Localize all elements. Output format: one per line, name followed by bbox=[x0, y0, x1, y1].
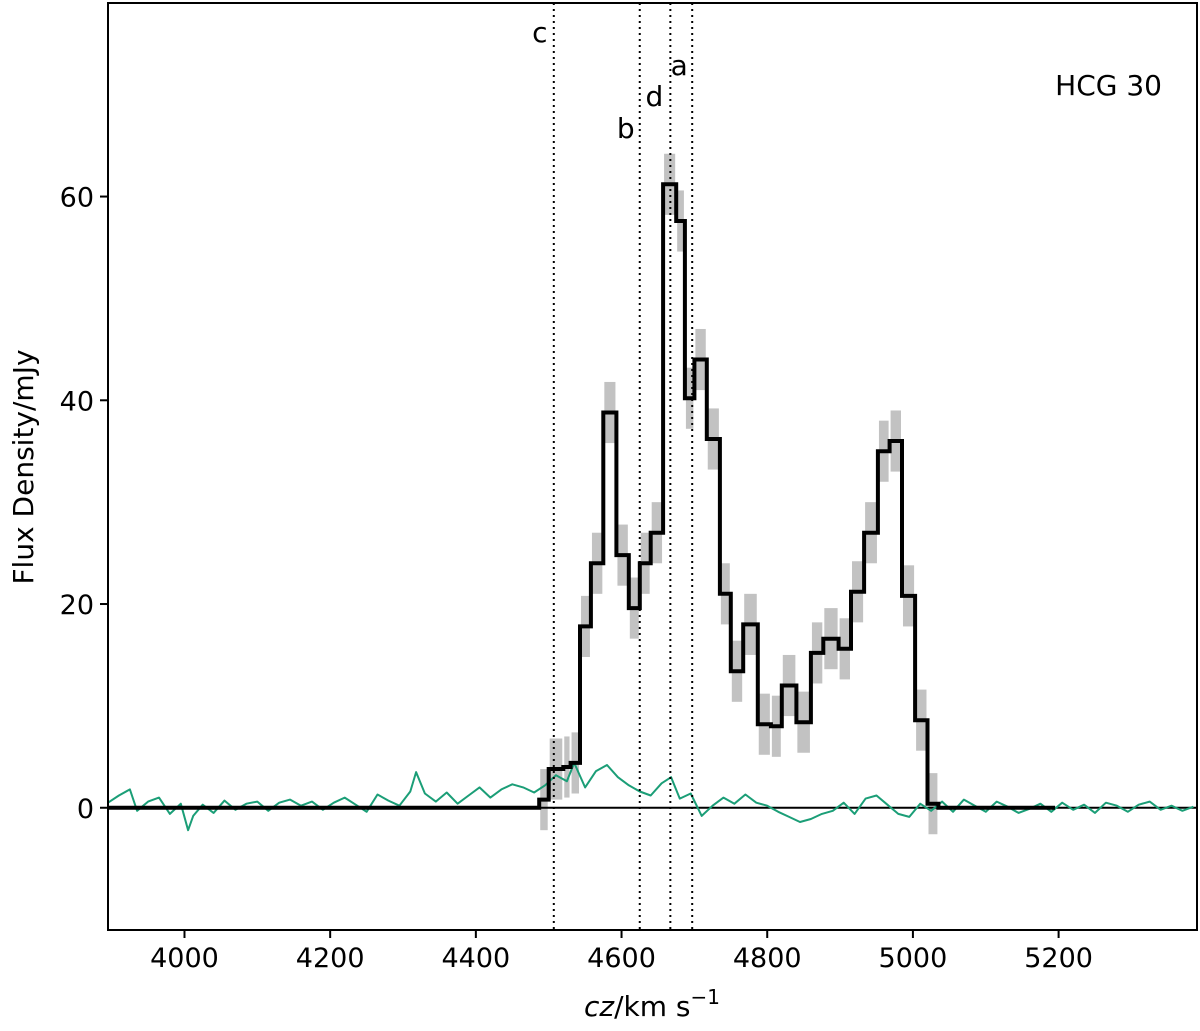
y-tick-label: 60 bbox=[60, 183, 94, 214]
hi-profile-group bbox=[108, 182, 1055, 810]
velocity-markers bbox=[552, 3, 694, 930]
x-tick-label: 4400 bbox=[441, 943, 510, 974]
x-axis-label: cz/km s−1 bbox=[584, 985, 720, 1023]
velocity-marker-labels: c bda bbox=[532, 16, 688, 145]
noise-spectrum-line bbox=[108, 761, 1194, 832]
y-axis-label: Flux Density/mJy bbox=[7, 349, 40, 584]
marker-label-a: a bbox=[671, 49, 688, 82]
x-axis-ticks: 4000 4200 4400 4600 4800 5000 5200 bbox=[150, 930, 1093, 974]
chart-annotation: HCG 30 bbox=[1055, 69, 1162, 102]
x-tick-label: 5000 bbox=[879, 943, 948, 974]
x-tick-label: 5200 bbox=[1024, 943, 1093, 974]
hi-profile-step-line bbox=[108, 182, 1055, 810]
y-axis-ticks: 0 20 40 60 bbox=[60, 183, 108, 825]
plot-area bbox=[108, 3, 1197, 930]
x-tick-label: 4600 bbox=[587, 943, 656, 974]
y-tick-label: 0 bbox=[77, 794, 94, 825]
y-tick-label: 40 bbox=[60, 386, 94, 417]
x-tick-label: 4200 bbox=[296, 943, 365, 974]
marker-label-c: c bbox=[532, 16, 547, 49]
x-tick-label: 4800 bbox=[733, 943, 802, 974]
x-tick-label: 4000 bbox=[150, 943, 219, 974]
marker-label-d: d bbox=[645, 80, 663, 113]
noise-spectrum-group bbox=[108, 761, 1194, 832]
y-tick-label: 20 bbox=[60, 590, 94, 621]
axes-frame bbox=[107, 2, 1198, 931]
marker-label-b: b bbox=[617, 112, 635, 145]
